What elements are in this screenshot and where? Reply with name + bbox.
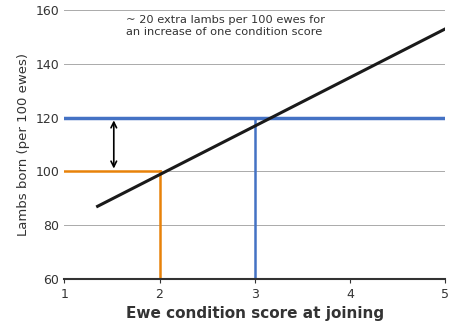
- Y-axis label: Lambs born (per 100 ewes): Lambs born (per 100 ewes): [17, 53, 30, 236]
- X-axis label: Ewe condition score at joining: Ewe condition score at joining: [126, 306, 384, 322]
- Text: ~ 20 extra lambs per 100 ewes for
an increase of one condition score: ~ 20 extra lambs per 100 ewes for an inc…: [126, 15, 325, 37]
